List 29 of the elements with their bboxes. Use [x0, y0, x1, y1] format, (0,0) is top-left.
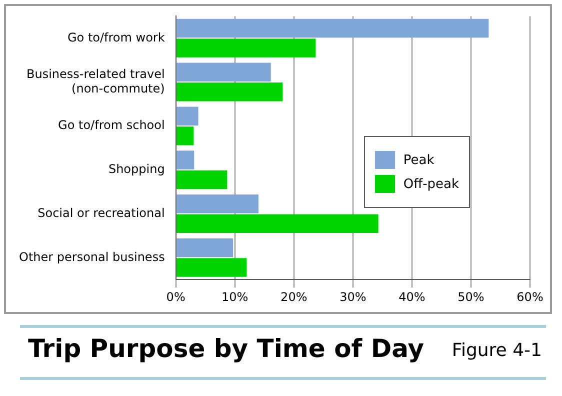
x-tick-label: 40% [398, 290, 426, 304]
legend-label: Off-peak [403, 176, 459, 192]
bar [176, 62, 271, 82]
bar [176, 238, 234, 258]
y-tick-label: Other personal business [18, 250, 165, 264]
x-tick-label: 60% [516, 290, 544, 304]
y-tick-label: Go to/from school [58, 118, 165, 132]
x-tick-label: 30% [340, 290, 366, 304]
bar [176, 82, 283, 102]
bar [176, 18, 489, 38]
bar [176, 194, 258, 214]
bar [176, 214, 378, 234]
legend-label: Peak [403, 152, 434, 168]
text: Trip Purpose by Time of Day [28, 334, 424, 363]
caption: Figure 4-1 [452, 340, 542, 361]
bar [176, 170, 228, 190]
x-tick-label: 10% [222, 290, 248, 304]
bar [176, 38, 316, 58]
y-tick-label: Shopping [108, 162, 165, 176]
x-tick-label: 50% [458, 290, 484, 304]
bar [176, 150, 194, 170]
bar [176, 106, 198, 126]
y-tick-label: Social or recreational [38, 206, 165, 220]
bar [176, 126, 194, 146]
y-tick-label: Business-related travel (non-commute) [26, 66, 165, 96]
x-tick-label: 20% [280, 290, 308, 304]
x-tick-label: 0% [166, 290, 186, 304]
y-tick-label: Go to/from work [67, 30, 165, 44]
bar [176, 258, 247, 277]
